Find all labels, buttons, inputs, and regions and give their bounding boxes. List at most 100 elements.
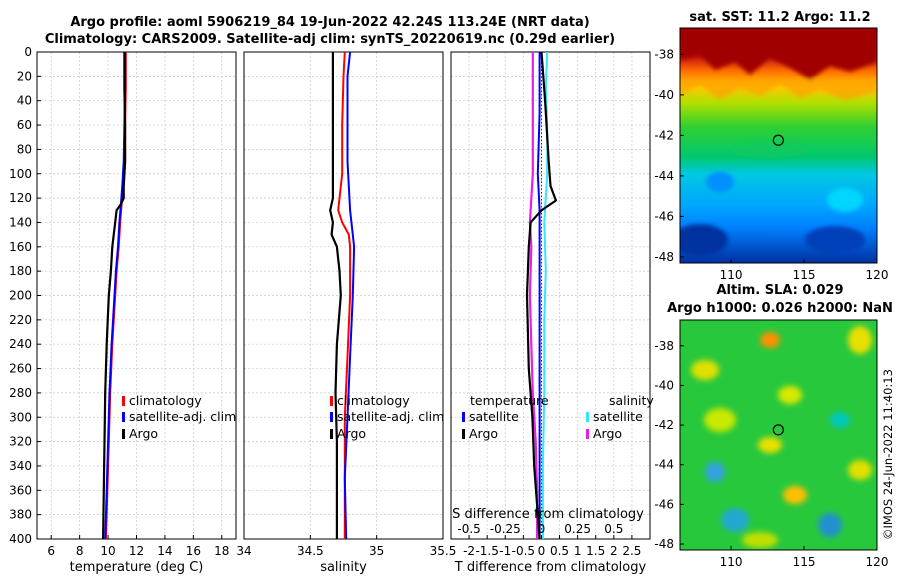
top-tick-label: 0 — [538, 522, 546, 536]
y-tick-label: 40 — [17, 94, 32, 108]
sla-map-texture — [691, 326, 872, 548]
map-y-tick-label: -46 — [654, 209, 674, 223]
y-tick-label: 140 — [9, 215, 32, 229]
map-x-tick-label: 115 — [793, 555, 816, 569]
map-x-tick-label: 120 — [866, 555, 889, 569]
map-y-tick-label: -40 — [654, 88, 674, 102]
x-tick-label: 35 — [369, 544, 384, 558]
sst-map: -38 -40 -42 -44 -46 -48 110 115 120 — [654, 27, 889, 282]
float-location-marker — [772, 424, 784, 436]
legend-swatch — [122, 396, 125, 406]
legend-label: climatology — [129, 393, 202, 408]
legend-swatch — [462, 412, 465, 422]
map-y-tick-label: -46 — [654, 497, 674, 511]
map-x-tick-label: 120 — [866, 268, 889, 282]
temperature-panel: 6 8 10 12 14 16 180204060801001201401601802002… — [9, 45, 237, 575]
y-tick-label: 400 — [9, 532, 32, 546]
y-tick-label: 360 — [9, 483, 32, 497]
x-axis-label: T difference from climatology — [454, 560, 647, 575]
top-axis-label: S difference from climatology — [452, 507, 644, 522]
y-tick-label: 200 — [9, 289, 32, 303]
x-tick-label: 34.5 — [297, 544, 324, 558]
y-tick-label: 340 — [9, 459, 32, 473]
x-tick-label: 34 — [236, 544, 251, 558]
climatology-line — [337, 51, 352, 539]
y-tick-label: 260 — [9, 362, 32, 376]
x-tick-label: 0.5 — [550, 544, 569, 558]
y-tick-label: 280 — [9, 386, 32, 400]
legend-label: satellite — [593, 409, 643, 424]
legend-label: climatology — [337, 393, 410, 408]
x-tick-label: 12 — [129, 544, 144, 558]
sla-map-axes: -38 -40 -42 -44 -46 -48 110 115 120 — [654, 339, 888, 569]
legend-swatch — [122, 429, 125, 439]
map-y-tick-label: -44 — [654, 169, 674, 183]
y-tick-label: 0 — [24, 45, 32, 59]
x-tick-label: 2 — [610, 544, 618, 558]
difference-panel: -2 -1.5 -1 -0.5 0 0.5 1 1.5 2 2.5T difference fro… — [450, 51, 654, 575]
top-tick-label: 0.5 — [604, 522, 623, 536]
x-tick-label: -1 — [499, 544, 511, 558]
figure-title-line1: Argo profile: aoml 5906219_84 19-Jun-202… — [70, 15, 590, 30]
top-tick-label: -0.5 — [457, 522, 480, 536]
sla-map-frame — [679, 319, 878, 551]
legend-label: Argo — [469, 426, 498, 441]
salinity-panel: 34 34.5 35 35.5 salinity climatologysatellite… — [236, 51, 457, 575]
t-satellite-line — [536, 52, 541, 539]
sla-map-title-line1: Altim. SLA: 0.029 — [716, 283, 844, 298]
legend-swatch — [330, 429, 333, 439]
y-tick-label: 80 — [17, 142, 32, 156]
top-tick-label: -0.25 — [490, 522, 521, 536]
s-argo-line — [528, 52, 539, 539]
x-axis-label: salinity — [320, 560, 367, 575]
y-tick-label: 240 — [9, 337, 32, 351]
x-axis-label: temperature (deg C) — [70, 560, 204, 575]
x-tick-label: 10 — [100, 544, 115, 558]
legend-label: satellite-adj. clim — [337, 409, 444, 424]
sst-map-title: sat. SST: 11.2 Argo: 11.2 — [689, 10, 871, 25]
x-tick-label: -0.5 — [512, 544, 535, 558]
figure-title-line2: Climatology: CARS2009. Satellite-adj cli… — [44, 32, 616, 47]
legend-swatch — [330, 412, 333, 422]
map-y-tick-label: -40 — [654, 378, 674, 392]
y-tick-label: 320 — [9, 435, 32, 449]
map-y-tick-label: -48 — [654, 537, 674, 551]
legend-label: satellite — [469, 409, 519, 424]
x-tick-label: 16 — [186, 544, 201, 558]
legend-swatch — [586, 412, 589, 422]
float-location-marker — [772, 134, 784, 146]
legend-swatch — [462, 429, 465, 439]
axes-frame — [243, 51, 444, 540]
satellite-clim-line — [343, 51, 356, 540]
map-x-tick-label: 110 — [720, 555, 743, 569]
x-tick-label: 18 — [214, 544, 229, 558]
map-x-tick-label: 110 — [720, 268, 743, 282]
t-argo-line — [525, 51, 558, 540]
y-tick-label: 380 — [9, 508, 32, 522]
axes-frame — [450, 51, 651, 540]
map-y-tick-label: -44 — [654, 458, 674, 472]
x-tick-label: 8 — [76, 544, 84, 558]
x-tick-label: -1.5 — [475, 544, 498, 558]
legend-swatch — [586, 429, 589, 439]
legend-swatch — [330, 396, 333, 406]
y-tick-label: 100 — [9, 167, 32, 181]
y-tick-label: 300 — [9, 410, 32, 424]
sst-map-texture — [680, 28, 877, 256]
x-tick-label: 14 — [157, 544, 172, 558]
legend-label: Argo — [129, 426, 158, 441]
legend-label: satellite-adj. clim — [129, 409, 236, 424]
x-tick-label: 6 — [47, 544, 55, 558]
x-tick-label: 0 — [538, 544, 546, 558]
y-tick-label: 20 — [17, 69, 32, 83]
y-tick-label: 120 — [9, 191, 32, 205]
map-y-tick-label: -38 — [654, 47, 674, 61]
y-tick-label: 180 — [9, 264, 32, 278]
y-tick-label: 60 — [17, 118, 32, 132]
x-tick-label: 1 — [574, 544, 582, 558]
legend-label: Argo — [593, 426, 622, 441]
map-y-tick-label: -48 — [654, 250, 674, 264]
x-tick-label: 35.5 — [430, 544, 457, 558]
x-tick-label: 1.5 — [586, 544, 605, 558]
